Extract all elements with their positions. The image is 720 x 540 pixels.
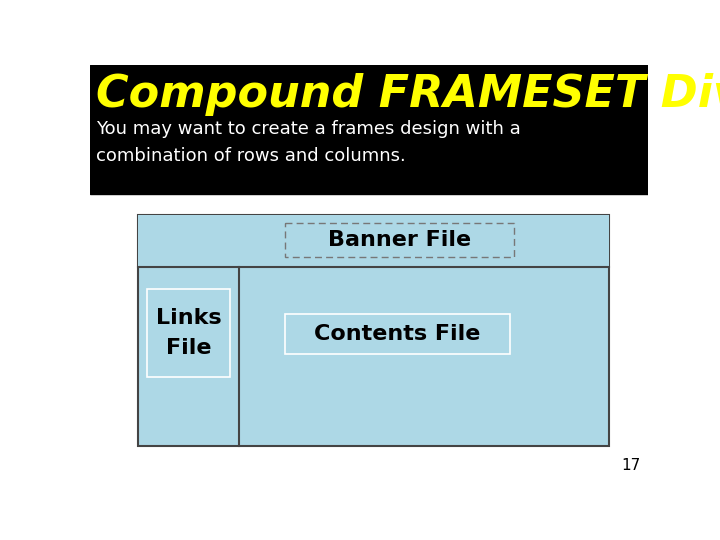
Bar <box>138 215 609 267</box>
Text: Links
File: Links File <box>156 308 221 358</box>
Bar <box>285 222 514 256</box>
Text: Contents File: Contents File <box>315 323 481 343</box>
Text: Compound FRAMESET Divisions: Compound FRAMESET Divisions <box>96 72 720 116</box>
Text: 17: 17 <box>621 458 640 473</box>
Text: You may want to create a frames design with a
combination of rows and columns.: You may want to create a frames design w… <box>96 120 521 165</box>
Text: Banner File: Banner File <box>328 230 471 249</box>
Bar <box>138 215 609 446</box>
Bar <box>90 65 648 194</box>
Bar <box>285 314 510 354</box>
Bar <box>148 289 230 377</box>
